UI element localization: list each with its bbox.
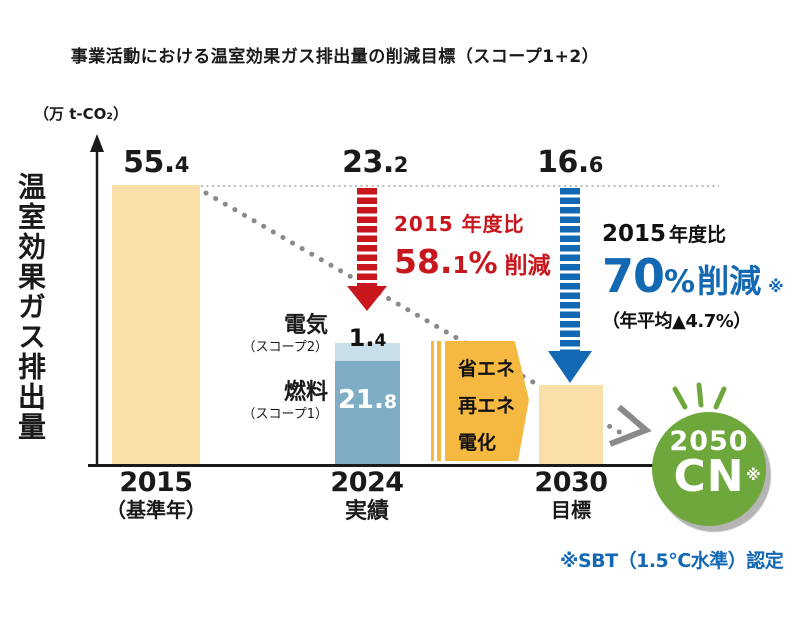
x-label-2015: 2015 （基準年） [106, 467, 206, 523]
measures-flag-stripe [437, 341, 441, 461]
value-label-2030: 16. 6 [537, 145, 603, 180]
reduction-annotation-2030: 2015 年度比 70% 削減 ※ （年平均▲4.7%） [602, 221, 784, 332]
value-label-2024: 23. 2 [342, 145, 408, 180]
electric-legend: 電気 （スコープ2） [242, 313, 329, 356]
red-down-arrow-icon [357, 188, 377, 287]
trend-arrowhead-icon [608, 404, 652, 447]
measure-line: 再エネ [458, 395, 516, 417]
blue-down-arrow-icon [560, 188, 580, 353]
y-axis-label: 温室効果ガス排出量 [14, 172, 47, 442]
reduction-annotation-2024: 2015 年度比 58. 1% 削減 [394, 212, 551, 281]
measure-line: 電化 [458, 432, 497, 454]
red-down-arrow-icon [347, 286, 387, 311]
goal-asterisk: ※ [745, 466, 762, 484]
stack-value-fuel: 21. 8 [337, 385, 398, 415]
x-label-2024: 2024 実績 [330, 467, 404, 525]
y-axis-unit: （万 t-CO₂） [34, 105, 128, 123]
measures-flag: 省エネ 再エネ 電化 [445, 341, 529, 461]
measures-flag-stripe [431, 341, 434, 461]
goal-cn-label: CN [673, 451, 745, 502]
x-label-2030: 2030 目標 [534, 467, 608, 523]
blue-down-arrow-icon [548, 351, 592, 383]
fuel-legend: 燃料 （スコープ1） [242, 380, 329, 423]
chart-title: 事業活動における温室効果ガス排出量の削減目標（スコープ1+2） [70, 47, 600, 67]
bar-2015 [112, 185, 200, 466]
value-label-2015: 55. 4 [123, 145, 189, 180]
bar-2030 [539, 385, 603, 466]
measure-line: 省エネ [458, 358, 516, 380]
shine-rays-icon [672, 382, 727, 410]
note-sbt: ※SBT（1.5℃水準）認定 [560, 550, 784, 572]
y-axis-arrow-icon [90, 134, 104, 152]
stack-value-electric: 1. 4 [348, 324, 387, 352]
goal-badge-2050: 2050 CN ※ [652, 412, 766, 526]
